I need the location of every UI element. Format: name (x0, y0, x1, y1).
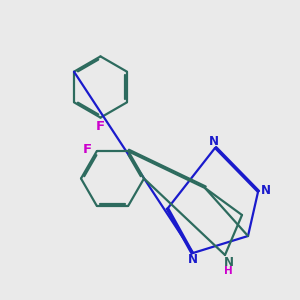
Text: N: N (224, 256, 234, 269)
Text: F: F (83, 143, 92, 156)
Text: H: H (224, 266, 233, 276)
Text: F: F (96, 119, 105, 133)
Text: N: N (188, 253, 197, 266)
Text: N: N (260, 184, 271, 197)
Text: N: N (208, 135, 218, 148)
